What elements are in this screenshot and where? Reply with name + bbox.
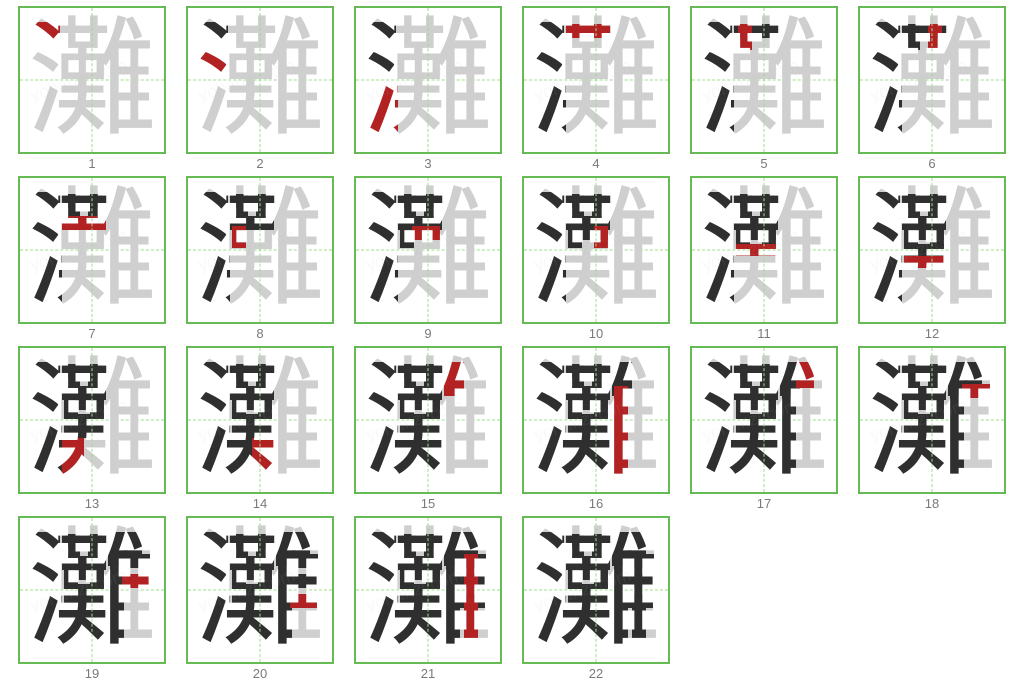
glyph-stack: 灘灘灘灘灘灘灘灘灘灘灘灘灘灘灘灘灘灘灘灘yohanzi.com xyxy=(20,518,164,662)
step-number: 10 xyxy=(589,326,603,341)
stroke-cell: 灘灘灘灘灘灘灘灘灘灘灘灘灘灘灘灘yohanzi.com xyxy=(354,346,502,494)
step-number: 4 xyxy=(592,156,599,171)
step-number: 3 xyxy=(424,156,431,171)
stroke-cell: 灘灘灘灘灘yohanzi.com xyxy=(522,6,670,154)
glyph-stack: 灘灘yohanzi.com xyxy=(20,8,164,152)
glyph-stack: 灘灘灘灘灘灘灘灘灘灘灘灘yohanzi.com xyxy=(692,178,836,322)
glyph-stack: 灘灘灘灘灘灘yohanzi.com xyxy=(692,8,836,152)
stroke-step: 灘灘灘灘灘灘灘灘灘灘灘灘灘灘灘yohanzi.com 14 xyxy=(180,346,340,516)
stroke-step: 灘灘灘灘灘灘灘灘灘灘灘灘灘灘灘灘灘灘灘灘灘灘灘yohanzi.com 22 xyxy=(516,516,676,686)
stroke-cell: 灘灘灘灘灘灘yohanzi.com xyxy=(690,6,838,154)
step-number: 9 xyxy=(424,326,431,341)
glyph-stack: 灘灘灘yohanzi.com xyxy=(188,8,332,152)
glyph-stack: 灘灘灘灘灘灘灘yohanzi.com xyxy=(860,8,1004,152)
stroke-cell: 灘灘灘灘灘灘灘灘灘灘灘灘灘灘灘灘灘灘灘灘灘yohanzi.com xyxy=(186,516,334,664)
stroke-step: 灘灘灘灘yohanzi.com 3 xyxy=(348,6,508,176)
stroke-cell: 灘灘灘灘yohanzi.com xyxy=(354,6,502,154)
glyph-stack: 灘灘灘灘灘灘灘灘灘灘灘yohanzi.com xyxy=(524,178,668,322)
step-number: 17 xyxy=(757,496,771,511)
stroke-cell: 灘灘灘yohanzi.com xyxy=(186,6,334,154)
step-number: 5 xyxy=(760,156,767,171)
step-number: 7 xyxy=(88,326,95,341)
stroke-cell: 灘灘yohanzi.com xyxy=(18,6,166,154)
glyph-stack: 灘灘灘灘灘灘灘灘yohanzi.com xyxy=(20,178,164,322)
stroke-cell: 灘灘灘灘灘灘灘灘灘灘灘灘灘灘灘灘灘灘yohanzi.com xyxy=(690,346,838,494)
glyph-stack: 灘灘灘灘灘灘灘灘灘灘灘灘灘灘yohanzi.com xyxy=(20,348,164,492)
stroke-step: 灘灘灘灘灘灘灘灘灘灘灘yohanzi.com 10 xyxy=(516,176,676,346)
stroke-step: 灘灘灘灘灘灘灘灘灘灘yohanzi.com 9 xyxy=(348,176,508,346)
stroke-step: 灘灘灘灘灘灘灘灘灘灘灘灘灘yohanzi.com 12 xyxy=(852,176,1012,346)
stroke-order-grid: 灘灘yohanzi.com 1 灘灘灘yohanzi.com 2 灘灘灘灘yohanzi… xyxy=(0,0,1024,692)
stroke-cell: 灘灘灘灘灘灘灘灘灘灘灘灘灘灘灘灘灘灘灘灘灘灘灘yohanzi.com xyxy=(522,516,670,664)
stroke-step: 灘灘灘灘灘灘灘灘灘灘灘灘灘灘yohanzi.com 13 xyxy=(12,346,172,516)
stroke-cell: 灘灘灘灘灘灘灘灘灘灘灘灘灘灘灘灘灘灘灘灘yohanzi.com xyxy=(18,516,166,664)
step-number: 14 xyxy=(253,496,267,511)
stroke-cell: 灘灘灘灘灘灘灘灘灘灘灘灘灘灘灘灘灘yohanzi.com xyxy=(522,346,670,494)
stroke-step: 灘灘灘灘灘灘灘灘灘灘灘灘灘灘灘灘yohanzi.com 15 xyxy=(348,346,508,516)
glyph-stack: 灘灘灘灘灘灘灘灘灘灘灘灘灘灘灘yohanzi.com xyxy=(188,348,332,492)
stroke-step: 灘灘灘yohanzi.com 2 xyxy=(180,6,340,176)
stroke-step: 灘灘灘灘灘灘灘灘灘灘灘灘灘灘灘灘灘灘灘灘灘yohanzi.com 20 xyxy=(180,516,340,686)
glyph-stack: 灘灘灘灘灘灘灘灘灘灘灘灘灘灘灘灘灘灘灘yohanzi.com xyxy=(860,348,1004,492)
step-number: 15 xyxy=(421,496,435,511)
step-number: 11 xyxy=(757,326,771,341)
step-number: 6 xyxy=(928,156,935,171)
stroke-cell: 灘灘灘灘灘灘灘灘灘灘灘灘yohanzi.com xyxy=(690,176,838,324)
glyph-stack: 灘灘灘灘灘灘灘灘灘灘灘灘灘灘灘灘yohanzi.com xyxy=(356,348,500,492)
step-number: 16 xyxy=(589,496,603,511)
step-number: 8 xyxy=(256,326,263,341)
stroke-cell: 灘灘灘灘灘灘灘灘灘灘灘灘灘灘灘灘灘灘灘灘灘灘yohanzi.com xyxy=(354,516,502,664)
stroke-step: 灘灘灘灘灘灘灘灘灘灘灘灘yohanzi.com 11 xyxy=(684,176,844,346)
glyph-stack: 灘灘灘灘灘灘灘灘灘yohanzi.com xyxy=(188,178,332,322)
stroke-step: 灘灘灘灘灘灘灘灘灘yohanzi.com 8 xyxy=(180,176,340,346)
step-number: 20 xyxy=(253,666,267,681)
glyph-stack: 灘灘灘灘灘灘灘灘灘灘yohanzi.com xyxy=(356,178,500,322)
stroke-cell: 灘灘灘灘灘灘灘灘灘yohanzi.com xyxy=(186,176,334,324)
stroke-step: 灘灘灘灘灘灘yohanzi.com 5 xyxy=(684,6,844,176)
step-number: 2 xyxy=(256,156,263,171)
stroke-cell: 灘灘灘灘灘灘灘灘灘灘灘灘灘yohanzi.com xyxy=(858,176,1006,324)
stroke-step: 灘灘灘灘灘灘灘yohanzi.com 6 xyxy=(852,6,1012,176)
glyph-stack: 灘灘灘灘灘灘灘灘灘灘灘灘灘灘灘灘灘灘灘灘灘yohanzi.com xyxy=(188,518,332,662)
glyph-stack: 灘灘灘灘灘灘灘灘灘灘灘灘灘灘灘灘灘yohanzi.com xyxy=(524,348,668,492)
stroke-cell: 灘灘灘灘灘灘灘灘灘灘灘yohanzi.com xyxy=(522,176,670,324)
step-number: 21 xyxy=(421,666,435,681)
stroke-cell: 灘灘灘灘灘灘灘yohanzi.com xyxy=(858,6,1006,154)
stroke-cell: 灘灘灘灘灘灘灘灘yohanzi.com xyxy=(18,176,166,324)
stroke-cell: 灘灘灘灘灘灘灘灘灘灘灘灘灘灘灘yohanzi.com xyxy=(186,346,334,494)
stroke-cell: 灘灘灘灘灘灘灘灘灘灘灘灘灘灘灘灘灘灘灘yohanzi.com xyxy=(858,346,1006,494)
stroke-step: 灘灘灘灘灘灘灘灘灘灘灘灘灘灘灘灘灘灘灘灘yohanzi.com 19 xyxy=(12,516,172,686)
glyph-stack: 灘灘灘灘灘灘灘灘灘灘灘灘灘灘灘灘灘灘灘灘灘灘yohanzi.com xyxy=(356,518,500,662)
stroke-step: 灘灘灘灘灘灘灘灘灘灘灘灘灘灘灘灘灘yohanzi.com 16 xyxy=(516,346,676,516)
step-number: 1 xyxy=(88,156,95,171)
stroke-cell: 灘灘灘灘灘灘灘灘灘灘灘灘灘灘yohanzi.com xyxy=(18,346,166,494)
glyph-stack: 灘灘灘灘灘灘灘灘灘灘灘灘灘灘灘灘灘灘yohanzi.com xyxy=(692,348,836,492)
step-number: 12 xyxy=(925,326,939,341)
stroke-step: 灘灘yohanzi.com 1 xyxy=(12,6,172,176)
stroke-cell: 灘灘灘灘灘灘灘灘灘灘yohanzi.com xyxy=(354,176,502,324)
glyph-stack: 灘灘灘灘yohanzi.com xyxy=(356,8,500,152)
step-number: 19 xyxy=(85,666,99,681)
glyph-stack: 灘灘灘灘灘灘灘灘灘灘灘灘灘灘灘灘灘灘灘灘灘灘灘yohanzi.com xyxy=(524,518,668,662)
stroke-step: 灘灘灘灘灘灘灘灘灘灘灘灘灘灘灘灘灘灘灘yohanzi.com 18 xyxy=(852,346,1012,516)
glyph-stack: 灘灘灘灘灘灘灘灘灘灘灘灘灘yohanzi.com xyxy=(860,178,1004,322)
step-number: 18 xyxy=(925,496,939,511)
glyph-stack: 灘灘灘灘灘yohanzi.com xyxy=(524,8,668,152)
stroke-step: 灘灘灘灘灘灘灘灘灘灘灘灘灘灘灘灘灘灘yohanzi.com 17 xyxy=(684,346,844,516)
stroke-step: 灘灘灘灘灘灘灘灘yohanzi.com 7 xyxy=(12,176,172,346)
step-number: 13 xyxy=(85,496,99,511)
stroke-step: 灘灘灘灘灘灘灘灘灘灘灘灘灘灘灘灘灘灘灘灘灘灘yohanzi.com 21 xyxy=(348,516,508,686)
step-number: 22 xyxy=(589,666,603,681)
stroke-step: 灘灘灘灘灘yohanzi.com 4 xyxy=(516,6,676,176)
